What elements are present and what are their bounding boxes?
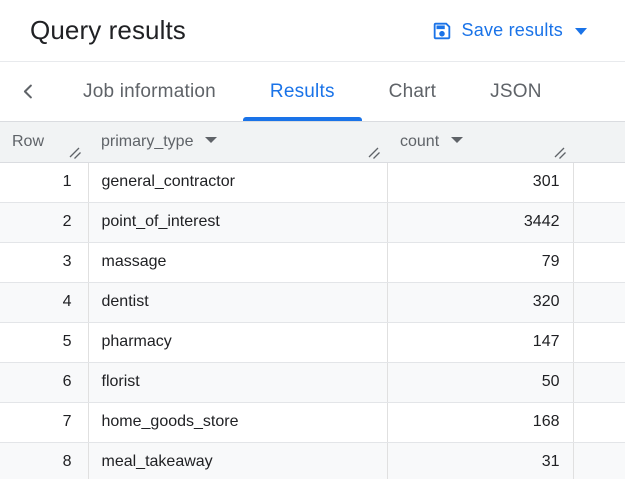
chevron-left-icon xyxy=(19,82,38,101)
save-results-button[interactable]: Save results xyxy=(431,20,587,42)
cell-count: 301 xyxy=(387,162,574,203)
cell-count: 147 xyxy=(387,322,574,363)
resize-handle-icon[interactable] xyxy=(67,145,82,160)
cell-filler xyxy=(573,202,625,243)
column-header-row[interactable]: Row xyxy=(0,122,88,163)
cell-count: 168 xyxy=(387,402,574,443)
column-header-primary-type[interactable]: primary_type xyxy=(88,122,387,163)
cell-filler xyxy=(573,402,625,443)
cell-row-number: 1 xyxy=(0,162,89,203)
save-icon xyxy=(431,20,453,42)
page-title: Query results xyxy=(30,15,186,45)
results-table-body: 1 general_contractor 301 2 point_of_inte… xyxy=(0,162,625,479)
caret-down-icon[interactable] xyxy=(451,137,464,144)
cell-filler xyxy=(573,282,625,323)
table-header-row: Row primary_type xyxy=(0,122,625,163)
panel-header: Query results Save results xyxy=(0,0,625,62)
cell-primary-type: home_goods_store xyxy=(88,402,388,443)
cell-filler xyxy=(573,242,625,283)
table-row: 7 home_goods_store 168 xyxy=(0,402,625,443)
cell-count: 79 xyxy=(387,242,574,283)
cell-filler xyxy=(573,162,625,203)
column-header-count[interactable]: count xyxy=(387,122,573,163)
table-row: 6 florist 50 xyxy=(0,362,625,403)
cell-row-number: 3 xyxy=(0,242,89,283)
cell-primary-type: general_contractor xyxy=(88,162,388,203)
cell-row-number: 7 xyxy=(0,402,89,443)
cell-primary-type: point_of_interest xyxy=(88,202,388,243)
save-results-label: Save results xyxy=(461,20,563,40)
cell-primary-type: dentist xyxy=(88,282,388,323)
cell-row-number: 5 xyxy=(0,322,89,363)
column-label: primary_type xyxy=(101,132,194,150)
table-row: 5 pharmacy 147 xyxy=(0,322,625,363)
cell-count: 50 xyxy=(387,362,574,403)
column-label: count xyxy=(400,132,440,150)
column-label: Row xyxy=(12,132,45,150)
cell-row-number: 2 xyxy=(0,202,89,243)
table-row: 1 general_contractor 301 xyxy=(0,162,625,203)
cell-primary-type: pharmacy xyxy=(88,322,388,363)
cell-count: 320 xyxy=(387,282,574,323)
table-row: 8 meal_takeaway 31 xyxy=(0,442,625,479)
table-row: 3 massage 79 xyxy=(0,242,625,283)
cell-primary-type: florist xyxy=(88,362,388,403)
tab-job-information[interactable]: Job information xyxy=(56,62,243,121)
cell-row-number: 4 xyxy=(0,282,89,323)
cell-row-number: 6 xyxy=(0,362,89,403)
table-row: 4 dentist 320 xyxy=(0,282,625,323)
cell-primary-type: meal_takeaway xyxy=(88,442,388,479)
resize-handle-icon[interactable] xyxy=(552,145,567,160)
cell-filler xyxy=(573,442,625,479)
resize-handle-icon[interactable] xyxy=(366,145,381,160)
back-button[interactable] xyxy=(0,62,56,121)
tab-json[interactable]: JSON xyxy=(463,62,568,121)
cell-primary-type: massage xyxy=(88,242,388,283)
cell-count: 3442 xyxy=(387,202,574,243)
tab-chart[interactable]: Chart xyxy=(362,62,463,121)
cell-row-number: 8 xyxy=(0,442,89,479)
caret-down-icon xyxy=(575,28,587,35)
tab-bar: Job information Results Chart JSON xyxy=(0,62,625,122)
tab-results[interactable]: Results xyxy=(242,62,362,121)
table-row: 2 point_of_interest 3442 xyxy=(0,202,625,243)
results-table: Row primary_type xyxy=(0,122,625,479)
cell-filler xyxy=(573,362,625,403)
cell-count: 31 xyxy=(387,442,574,479)
caret-down-icon[interactable] xyxy=(205,137,218,144)
cell-filler xyxy=(573,322,625,363)
column-header-filler xyxy=(573,122,625,163)
